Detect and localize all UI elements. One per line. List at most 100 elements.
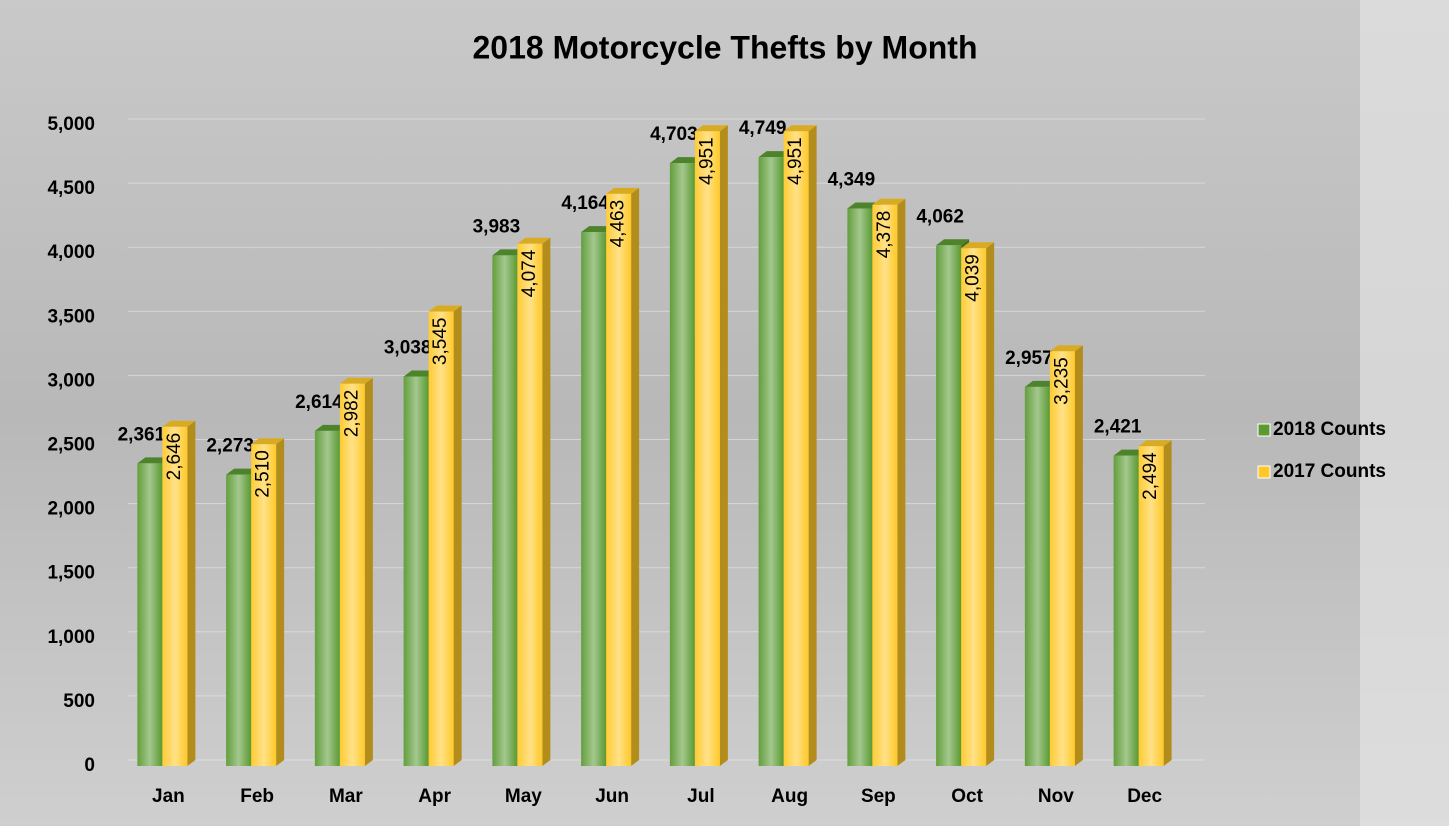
data-label: 2,494 [1140, 452, 1161, 500]
data-label: 4,062 [916, 206, 964, 227]
bar-shine [581, 232, 607, 767]
bar-top [1138, 440, 1172, 447]
bar-top [1113, 449, 1147, 456]
bar-top [961, 242, 995, 249]
bar-side [187, 420, 196, 766]
y-tick-label: 4,500 [47, 178, 95, 199]
bar-top [251, 438, 285, 445]
bar-top [517, 237, 551, 244]
x-tick-label: May [505, 786, 542, 807]
bar-shine [606, 193, 632, 767]
y-tick-label: 5,000 [47, 114, 95, 135]
legend-swatch [1257, 423, 1271, 437]
bar-top [339, 377, 373, 384]
bar-top [428, 305, 462, 312]
bar-side [276, 438, 285, 766]
bar-top [492, 249, 526, 256]
data-label: 3,983 [473, 216, 521, 237]
data-label: 4,039 [963, 254, 984, 302]
bar-top [872, 198, 906, 205]
legend-label: 2017 Counts [1273, 461, 1386, 482]
y-tick-label: 4,000 [47, 242, 95, 263]
data-label: 2,421 [1094, 417, 1142, 438]
y-tick-label: 500 [63, 691, 95, 712]
bar-shine [961, 248, 987, 766]
bar-top [847, 202, 881, 209]
data-label: 3,545 [430, 318, 451, 366]
y-tick-label: 1,500 [47, 563, 95, 584]
bar-shine [137, 463, 163, 766]
legend-swatch [1257, 465, 1271, 479]
bar-top [783, 125, 817, 132]
bar-shine [517, 243, 543, 766]
bar-top [669, 157, 703, 164]
bar-shine [1024, 386, 1050, 766]
data-label: 4,074 [519, 249, 540, 297]
data-label: 2,273 [206, 436, 254, 457]
legend-label: 2018 Counts [1273, 419, 1386, 440]
background-wall [1360, 0, 1449, 826]
bar-shine [669, 163, 695, 767]
bar-shine [783, 131, 809, 766]
data-label: 4,951 [696, 137, 717, 185]
x-tick-label: Jan [152, 786, 185, 807]
data-label: 4,951 [785, 137, 806, 185]
bar-top [936, 239, 970, 246]
bar-shine [314, 430, 340, 766]
bar-shine [758, 157, 784, 766]
bar-shine [162, 426, 188, 766]
data-label: 4,349 [828, 169, 876, 190]
data-label: 3,038 [384, 338, 432, 359]
data-label: 4,164 [561, 193, 609, 214]
bar-side [1074, 345, 1083, 766]
x-tick-label: Mar [329, 786, 363, 807]
x-tick-label: Aug [771, 786, 808, 807]
bar-shine [1113, 455, 1139, 766]
bar-side [1163, 440, 1172, 766]
y-tick-label: 1,000 [47, 627, 95, 648]
bar-shine [1049, 351, 1075, 766]
bar-shine [403, 376, 429, 766]
y-tick-label: 0 [84, 755, 95, 776]
x-tick-label: Dec [1127, 786, 1162, 807]
data-label: 2,982 [341, 390, 362, 438]
bar-top [1024, 380, 1058, 387]
bar-shine [1138, 446, 1164, 766]
bar-side [897, 198, 906, 766]
bar-shine [339, 383, 365, 766]
x-tick-label: Oct [951, 786, 983, 807]
y-tick-label: 3,000 [47, 370, 95, 391]
bar-top [758, 151, 792, 158]
bar-top [694, 125, 728, 132]
x-tick-label: Feb [240, 786, 274, 807]
bar-shine [847, 208, 873, 767]
bar-shine [251, 444, 277, 766]
data-label: 4,749 [739, 118, 787, 139]
bar-side [453, 305, 462, 766]
x-tick-label: Jul [687, 786, 714, 807]
bar-top [606, 187, 640, 194]
y-tick-label: 2,000 [47, 499, 95, 520]
bar-top [137, 457, 171, 464]
x-tick-label: Sep [861, 786, 896, 807]
bar-top [403, 370, 437, 377]
bar-side [364, 377, 373, 766]
bar-top [1049, 345, 1083, 352]
y-tick-label: 3,500 [47, 306, 95, 327]
bar-side [986, 242, 995, 766]
bar-shine [694, 131, 720, 766]
bar-side [808, 125, 817, 766]
bar-top [162, 420, 196, 427]
bar-side [542, 237, 551, 766]
bar-shine [872, 204, 898, 766]
bar-shine [936, 245, 962, 767]
y-tick-label: 2,500 [47, 435, 95, 456]
bar-shine [428, 311, 454, 766]
data-label: 3,235 [1051, 357, 1072, 405]
bar-top [581, 226, 615, 233]
bar-top [314, 424, 348, 431]
data-label: 2,646 [164, 433, 185, 481]
bar-top [226, 468, 260, 475]
bar-side [719, 125, 728, 766]
